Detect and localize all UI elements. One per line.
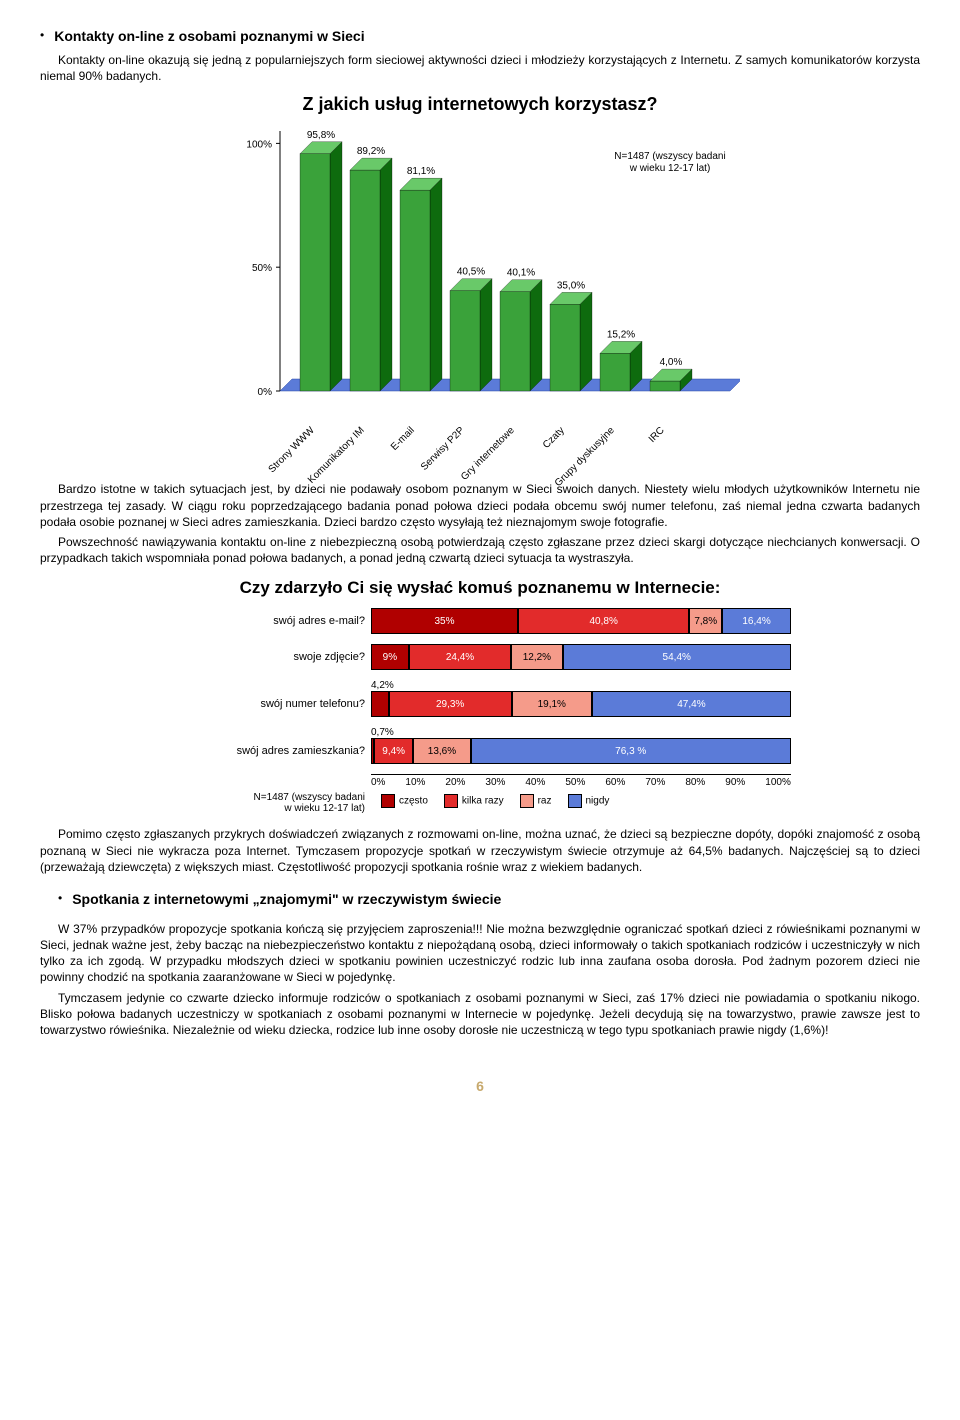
chart2-tick: 80% [685,777,705,788]
chart2-segment: 13,6% [413,738,470,764]
section2-heading: • Spotkania z internetowymi „znajomymi" … [58,891,920,911]
svg-text:50%: 50% [252,264,272,275]
chart2-segment: 24,4% [409,644,511,670]
legend-label: raz [538,796,552,807]
chart2-segment: 29,3% [389,691,512,717]
chart1-category: E-mail [389,425,417,453]
chart1: 100% 50% 0% 95,8% 89,2% 81,1% 40,5% 40,1% 35,0% 1… [220,121,740,481]
chart2-segment: 40,8% [518,608,689,634]
para2-p2: Powszechność nawiązywania kontaktu on-li… [40,534,920,566]
section1-heading: • Kontakty on-line z osobami poznanymi w… [40,28,920,48]
chart2-bar: 9,4%13,6%76,3 % [371,738,791,764]
chart2-title: Czy zdarzyło Ci się wysłać komuś poznane… [40,578,920,598]
chart2-legend-item: kilka razy [444,794,504,808]
chart2-tick: 90% [725,777,745,788]
svg-text:40,5%: 40,5% [457,267,485,278]
chart2-segment: 7,8% [689,608,722,634]
chart2-bar: 29,3%19,1%47,4% [371,691,791,717]
chart2-segment: 19,1% [512,691,592,717]
chart2-prelabel: 4,2% [371,680,810,691]
svg-text:35,0%: 35,0% [557,281,585,292]
legend-label: nigdy [586,796,610,807]
chart2-row: swoje zdjęcie?9%24,4%12,2%54,4% [150,644,810,670]
chart2-bar: 35%40,8%7,8%16,4% [371,608,791,634]
bullet-icon: • [58,891,62,911]
chart2-tick: 60% [605,777,625,788]
svg-text:40,1%: 40,1% [507,268,535,279]
chart2-prelabel: 0,7% [371,727,810,738]
chart2-tick: 50% [565,777,585,788]
chart2-tick: 70% [645,777,665,788]
para2-p1: Bardzo istotne w takich sytuacjach jest,… [40,481,920,530]
chart2-bar: 9%24,4%12,2%54,4% [371,644,791,670]
chart2-tick: 100% [765,777,791,788]
svg-text:89,2%: 89,2% [357,146,385,157]
chart2-segment: 12,2% [511,644,562,670]
chart2-note: N=1487 (wszyscy badaniw wieku 12-17 lat) [150,792,365,814]
chart2-legend-item: często [381,794,428,808]
chart2-legend-item: raz [520,794,552,808]
chart2-axis: 0% 10% 20% 30% 40% 50% 60% 70% 80% 90% 100% [371,774,791,788]
chart2-tick: 30% [485,777,505,788]
section1-p1: Kontakty on-line okazują się jedną z pop… [40,52,920,84]
svg-text:w wieku 12-17 lat): w wieku 12-17 lat) [629,163,711,174]
page-number: 6 [40,1078,920,1094]
chart2-segment: 9,4% [374,738,413,764]
section1-title: Kontakty on-line z osobami poznanymi w S… [54,28,364,44]
chart2-row: swój adres zamieszkania?9,4%13,6%76,3 % [150,738,810,764]
chart2: swój adres e-mail?35%40,8%7,8%16,4% swoje… [150,608,810,814]
legend-label: często [399,796,428,807]
legend-label: kilka razy [462,796,504,807]
chart2-row-label: swój adres e-mail? [150,615,371,627]
para4-p2: Tymczasem jedynie co czwarte dziecko inf… [40,990,920,1039]
chart2-segment: 9% [371,644,409,670]
chart1-category: Serwisy P2P [419,425,467,473]
para3-p1: Pomimo często zgłaszanych przykrych dośw… [40,826,920,875]
chart2-legend-item: nigdy [568,794,610,808]
svg-text:0%: 0% [258,387,273,398]
svg-text:95,8%: 95,8% [307,130,335,141]
section2-title: Spotkania z internetowymi „znajomymi" w … [72,891,501,907]
svg-text:N=1487 (wszyscy badani: N=1487 (wszyscy badani [614,151,725,162]
chart2-row-label: swój adres zamieszkania? [150,745,371,757]
chart2-tick: 40% [525,777,545,788]
chart2-row-label: swoje zdjęcie? [150,651,371,663]
chart2-row: swój numer telefonu?29,3%19,1%47,4% [150,691,810,717]
chart2-tick: 10% [405,777,425,788]
chart1-category: Gry internetowe [459,425,517,483]
legend-swatch-icon [568,794,582,808]
chart2-segment: 35% [371,608,518,634]
svg-text:81,1%: 81,1% [407,167,435,178]
para4-p1: W 37% przypadków propozycje spotkania ko… [40,921,920,986]
chart2-segment: 54,4% [563,644,791,670]
legend-swatch-icon [520,794,534,808]
chart2-segment: 16,4% [722,608,791,634]
svg-text:15,2%: 15,2% [607,330,635,341]
chart1-title: Z jakich usług internetowych korzystasz? [40,94,920,115]
svg-text:100%: 100% [246,140,272,151]
bullet-icon: • [40,28,44,48]
chart2-segment: 76,3 % [471,738,791,764]
legend-swatch-icon [444,794,458,808]
chart1-category: IRC [647,425,667,445]
chart2-tick: 20% [445,777,465,788]
chart2-segment: 47,4% [592,691,791,717]
chart1-category: Strony WWW [267,425,317,475]
chart1-category: Czaty [541,425,567,451]
chart2-legend: często kilka razy raz nigdy [381,794,609,808]
chart2-row-label: swój numer telefonu? [150,698,371,710]
chart2-segment [371,691,389,717]
chart2-tick: 0% [371,777,385,788]
legend-swatch-icon [381,794,395,808]
chart2-row: swój adres e-mail?35%40,8%7,8%16,4% [150,608,810,634]
svg-text:4,0%: 4,0% [660,357,683,368]
chart1-category: Komunikatory IM [306,425,367,486]
